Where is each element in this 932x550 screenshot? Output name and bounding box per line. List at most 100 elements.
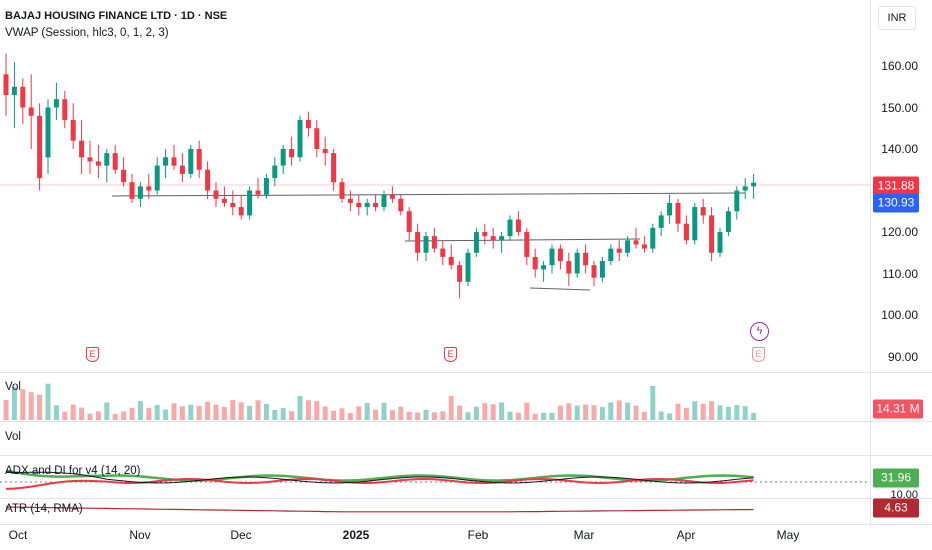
volume-bar bbox=[95, 411, 101, 420]
volume-bar bbox=[717, 405, 723, 420]
price-axis-label: 150.00 bbox=[881, 100, 918, 115]
candle-body bbox=[389, 194, 395, 199]
candle-body bbox=[415, 232, 421, 253]
bolt-icon[interactable]: ϟ bbox=[750, 322, 769, 341]
candle-body bbox=[247, 190, 253, 216]
time-axis-label: Feb bbox=[467, 528, 489, 542]
volume-bar bbox=[347, 413, 353, 420]
earnings-marker[interactable]: E bbox=[752, 347, 765, 362]
candle-body bbox=[667, 202, 673, 216]
volume-bar bbox=[3, 400, 9, 420]
candle-body bbox=[616, 248, 622, 253]
volume-bar bbox=[625, 402, 631, 420]
candle-body bbox=[751, 182, 757, 187]
volume-bar bbox=[70, 404, 76, 420]
volume-bar bbox=[599, 407, 605, 420]
candle-body bbox=[482, 232, 488, 237]
candle-body bbox=[473, 232, 479, 253]
atr-line bbox=[5, 506, 754, 513]
price-pane[interactable] bbox=[0, 0, 870, 372]
adx-label[interactable]: ADX and DI for v4 (14, 20) bbox=[5, 465, 141, 477]
candle-body bbox=[591, 265, 597, 278]
volume-value-tag: 14.31 M bbox=[873, 399, 923, 419]
candle-body bbox=[566, 261, 572, 274]
vwap-legend[interactable]: VWAP (Session, hlc3, 0, 1, 2, 3) bbox=[5, 27, 169, 39]
volume-bar bbox=[230, 400, 236, 420]
atr-pane[interactable] bbox=[0, 499, 870, 524]
price-axis-label: 140.00 bbox=[881, 142, 918, 156]
volume-bar bbox=[171, 403, 177, 420]
volume-bar bbox=[406, 412, 412, 420]
volume-bar bbox=[473, 406, 479, 420]
atr-label[interactable]: ATR (14, RMA) bbox=[5, 503, 83, 515]
candle-body bbox=[339, 182, 345, 199]
candle-body bbox=[381, 194, 387, 208]
volume-bar bbox=[205, 401, 211, 420]
earnings-marker[interactable]: E bbox=[444, 347, 457, 362]
candle-body bbox=[440, 248, 446, 257]
time-axis-label: May bbox=[776, 528, 800, 542]
candle-body bbox=[3, 74, 9, 96]
candle-body bbox=[650, 227, 656, 249]
candle-body bbox=[305, 119, 311, 129]
volume-chart bbox=[3, 383, 757, 420]
volume-bar bbox=[297, 395, 303, 420]
time-axis-label: Dec bbox=[230, 528, 252, 542]
volume-bar bbox=[104, 402, 110, 420]
candle-body bbox=[725, 211, 731, 232]
volume-bar bbox=[280, 408, 286, 420]
volume-bar bbox=[490, 404, 496, 420]
candle-body bbox=[37, 115, 43, 179]
candle-body bbox=[213, 190, 219, 199]
volume-bar bbox=[28, 392, 34, 420]
volume-bar bbox=[238, 402, 244, 420]
volume-bar bbox=[431, 412, 437, 420]
volume-bar bbox=[381, 402, 387, 420]
volume-bar bbox=[179, 406, 185, 420]
volume-bar bbox=[667, 413, 673, 420]
adx-pane[interactable] bbox=[0, 456, 870, 498]
price-chart[interactable] bbox=[0, 0, 870, 372]
volume-bar bbox=[37, 394, 43, 420]
candle-body bbox=[742, 186, 748, 191]
candle-body bbox=[238, 207, 244, 216]
candle-body bbox=[154, 165, 160, 191]
candle-body bbox=[171, 157, 177, 166]
candle-body bbox=[364, 202, 370, 208]
candle-body bbox=[683, 223, 689, 241]
candle-body bbox=[641, 244, 647, 249]
earnings-marker[interactable]: E bbox=[86, 347, 99, 362]
volume-bar bbox=[616, 400, 622, 420]
volume-bar bbox=[440, 411, 446, 420]
volume-bar bbox=[213, 404, 219, 420]
volume-label[interactable]: Vol bbox=[5, 381, 21, 393]
volume-bar bbox=[129, 407, 135, 420]
candle-body bbox=[423, 236, 429, 253]
candle-body bbox=[692, 207, 698, 241]
symbol-title[interactable]: BAJAJ HOUSING FINANCE LTD · 1D · NSE bbox=[5, 10, 228, 22]
time-axis-label: 2025 bbox=[342, 528, 370, 542]
volume-bar bbox=[322, 406, 328, 420]
volume-bar bbox=[196, 405, 202, 420]
volume-bar bbox=[524, 402, 530, 420]
volume-label-2[interactable]: Vol bbox=[5, 431, 21, 443]
volume-bar bbox=[163, 409, 169, 420]
price-axis-label: 120.00 bbox=[881, 225, 918, 239]
candle-body bbox=[515, 219, 521, 232]
volume-bar bbox=[121, 411, 127, 420]
adx-line bbox=[5, 469, 754, 482]
price-axis-label: 110.00 bbox=[882, 266, 918, 281]
volume-pane[interactable] bbox=[0, 373, 870, 420]
candle-body bbox=[599, 261, 605, 278]
volume-bar bbox=[683, 407, 689, 420]
volume-bar bbox=[146, 407, 152, 420]
volume-bar bbox=[188, 404, 194, 420]
volume-bar bbox=[221, 406, 227, 420]
volume-bar bbox=[289, 411, 295, 420]
volume-bar bbox=[305, 400, 311, 420]
volume-bar bbox=[482, 403, 488, 420]
currency-button[interactable]: INR bbox=[878, 6, 916, 30]
candle-body bbox=[95, 161, 101, 166]
volume-bar bbox=[641, 411, 647, 420]
candle-body bbox=[112, 153, 118, 170]
